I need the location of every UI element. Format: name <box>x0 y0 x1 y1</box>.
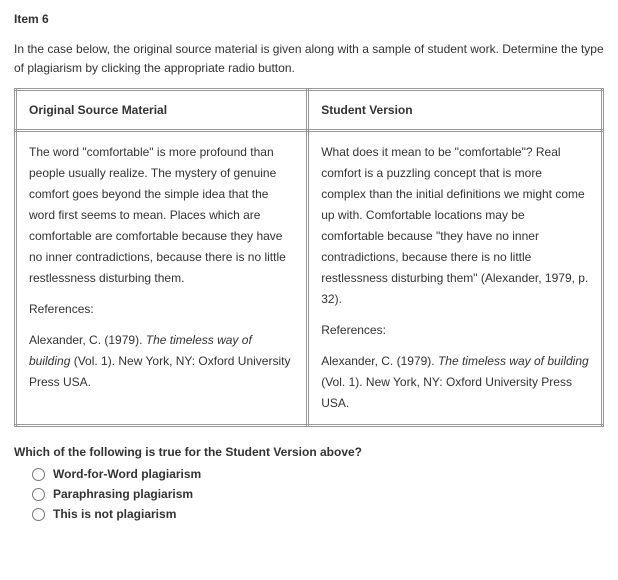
option-radio-not-plagiarism[interactable] <box>32 508 45 521</box>
option-label[interactable]: Paraphrasing plagiarism <box>53 487 193 501</box>
cell-original: The word "comfortable" is more profound … <box>16 131 308 426</box>
header-original: Original Source Material <box>16 90 308 131</box>
original-references-label: References: <box>29 299 294 320</box>
option-row: Word-for-Word plagiarism <box>32 467 604 481</box>
question-text: Which of the following is true for the S… <box>14 445 604 459</box>
option-row: Paraphrasing plagiarism <box>32 487 604 501</box>
student-ref-pre: Alexander, C. (1979). <box>321 354 438 368</box>
student-reference: Alexander, C. (1979). The timeless way o… <box>321 351 589 414</box>
original-body: The word "comfortable" is more profound … <box>29 142 294 289</box>
item-title: Item 6 <box>14 12 604 26</box>
option-row: This is not plagiarism <box>32 507 604 521</box>
option-radio-word-for-word[interactable] <box>32 468 45 481</box>
student-body: What does it mean to be "comfortable"? R… <box>321 142 589 310</box>
option-label[interactable]: This is not plagiarism <box>53 507 176 521</box>
option-radio-paraphrasing[interactable] <box>32 488 45 501</box>
original-reference: Alexander, C. (1979). The timeless way o… <box>29 330 294 393</box>
original-ref-pre: Alexander, C. (1979). <box>29 333 146 347</box>
cell-student: What does it mean to be "comfortable"? R… <box>308 131 603 426</box>
student-ref-post: (Vol. 1). New York, NY: Oxford Universit… <box>321 375 572 410</box>
options-group: Word-for-Word plagiarism Paraphrasing pl… <box>14 467 604 521</box>
student-references-label: References: <box>321 320 589 341</box>
option-label[interactable]: Word-for-Word plagiarism <box>53 467 201 481</box>
student-ref-title: The timeless way of building <box>438 354 589 368</box>
instructions-text: In the case below, the original source m… <box>14 40 604 78</box>
comparison-table: Original Source Material Student Version… <box>14 88 604 427</box>
header-student: Student Version <box>308 90 603 131</box>
